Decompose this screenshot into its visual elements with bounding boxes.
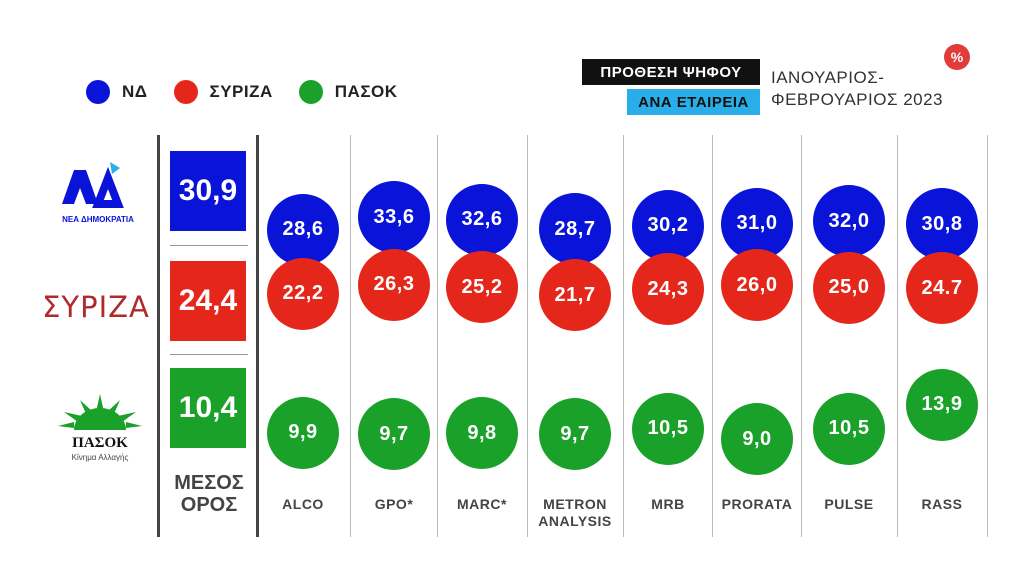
chart-title: ΠΡΟΘΕΣΗ ΨΗΦΟΥ: [582, 59, 760, 85]
period-line2: ΦΕΒΡΟΥΑΡΙΟΣ 2023: [771, 90, 944, 109]
legend-item-nd: ΝΔ: [86, 80, 148, 104]
average-pasok: 10,4: [170, 368, 246, 448]
average-separator-1: [170, 245, 248, 246]
period-line1: ΙΑΝΟΥΑΡΙΟΣ-: [771, 68, 885, 87]
bubble-pasok: 13,9: [906, 368, 978, 441]
divider-right: [987, 135, 988, 537]
bubble-syriza: 22,2: [267, 257, 339, 330]
bubble-nd: 30,2: [632, 189, 704, 262]
bubble-syriza: 26,3: [358, 248, 430, 321]
bubble-pasok: 9,9: [267, 396, 339, 469]
pollster-label: PULSE: [824, 496, 874, 512]
pasok-logo-text: ΠΑΣΟΚ: [72, 435, 128, 451]
legend-label-pasok: ΠΑΣΟΚ: [334, 82, 398, 101]
divider-3: [527, 135, 528, 537]
pollster-label: METRON ANALYSIS: [538, 496, 612, 529]
average-label-line2: ΟΡΟΣ: [180, 494, 238, 516]
bubble-syriza: 26,0: [721, 249, 793, 322]
percent-badge: %: [944, 44, 970, 70]
legend-item-pasok: ΠΑΣΟΚ: [298, 80, 398, 104]
bubble-syriza: 21,7: [539, 259, 611, 332]
chart-subtitle: ΑΝΑ ΕΤΑΙΡΕΙΑ: [627, 89, 760, 115]
bubble-nd: 28,6: [267, 193, 339, 266]
legend: ΝΔ ΣΥΡΙΖΑ ΠΑΣΟΚ: [86, 80, 424, 104]
average-separator-2: [170, 354, 248, 355]
period-label: ΙΑΝΟΥΑΡΙΟΣ- ΦΕΒΡΟΥΑΡΙΟΣ 2023: [771, 67, 943, 111]
bubble-nd: 33,6: [358, 181, 430, 253]
bubble-pasok: 9,7: [539, 398, 611, 471]
bubble-nd: 32,6: [446, 183, 518, 256]
pollster-label: MRB: [651, 496, 685, 512]
bubble-pasok: 9,8: [446, 397, 518, 470]
legend-item-syriza: ΣΥΡΙΖΑ: [173, 80, 273, 104]
average-label: ΜΕΣΟΣ ΟΡΟΣ: [160, 472, 258, 516]
divider-average: [256, 135, 259, 537]
divider-4: [623, 135, 624, 537]
pasok-logo: ΠΑΣΟΚ Κίνημα Αλλαγής: [58, 394, 142, 462]
divider-6: [801, 135, 802, 537]
average-label-line1: ΜΕΣΟΣ: [174, 472, 244, 494]
divider-2: [437, 135, 438, 537]
bubble-pasok: 9,7: [358, 398, 430, 471]
pollster-label: ALCO: [282, 496, 324, 512]
legend-dot-syriza: [173, 80, 198, 104]
syriza-logo-text: ΣΥΡΙΖΑ: [42, 290, 150, 324]
divider-7: [897, 135, 898, 537]
bubble-pasok: 10,5: [632, 392, 704, 465]
bubble-pasok: 9,0: [721, 403, 793, 475]
legend-label-nd: ΝΔ: [122, 82, 148, 101]
bubble-syriza: 25,0: [813, 251, 885, 324]
legend-label-syriza: ΣΥΡΙΖΑ: [209, 82, 273, 101]
bubble-nd: 31,0: [721, 187, 793, 260]
pollster-label: RASS: [921, 496, 963, 512]
nd-logo-text: ΝΕΑ ΔΗΜΟΚΡΑΤΙΑ: [62, 215, 134, 224]
pollster-label: MARC*: [457, 496, 507, 512]
bubble-nd: 30,8: [906, 188, 978, 260]
bubble-syriza: 24.7: [906, 252, 978, 325]
bubble-nd: 32,0: [813, 185, 885, 257]
pollster-label: PRORATA: [721, 496, 793, 512]
pollster-label: GPO*: [374, 496, 414, 512]
bubble-nd: 28,7: [539, 193, 611, 266]
divider-left: [157, 135, 160, 537]
nd-logo: ΝΕΑ ΔΗΜΟΚΡΑΤΙΑ: [62, 162, 134, 224]
legend-dot-pasok: [298, 80, 323, 104]
legend-dot-nd: [86, 80, 110, 104]
bubble-syriza: 25,2: [446, 251, 518, 324]
syriza-logo: ΣΥΡΙΖΑ: [42, 290, 150, 324]
bubble-syriza: 24,3: [632, 253, 704, 326]
divider-1: [350, 135, 351, 537]
divider-5: [712, 135, 713, 537]
bubble-pasok: 10,5: [813, 392, 885, 465]
average-syriza: 24,4: [170, 261, 246, 341]
average-nd: 30,9: [170, 151, 246, 231]
pasok-logo-subtext: Κίνημα Αλλαγής: [72, 453, 129, 462]
